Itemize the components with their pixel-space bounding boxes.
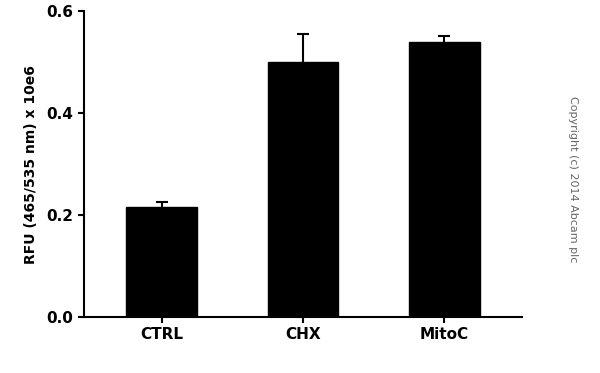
Bar xyxy=(127,207,197,317)
Bar xyxy=(268,62,338,317)
Text: Copyright (c) 2014 Abcam plc: Copyright (c) 2014 Abcam plc xyxy=(568,96,578,262)
Y-axis label: RFU (465/535 nm) x 10e6: RFU (465/535 nm) x 10e6 xyxy=(24,65,38,264)
Bar xyxy=(409,42,479,317)
